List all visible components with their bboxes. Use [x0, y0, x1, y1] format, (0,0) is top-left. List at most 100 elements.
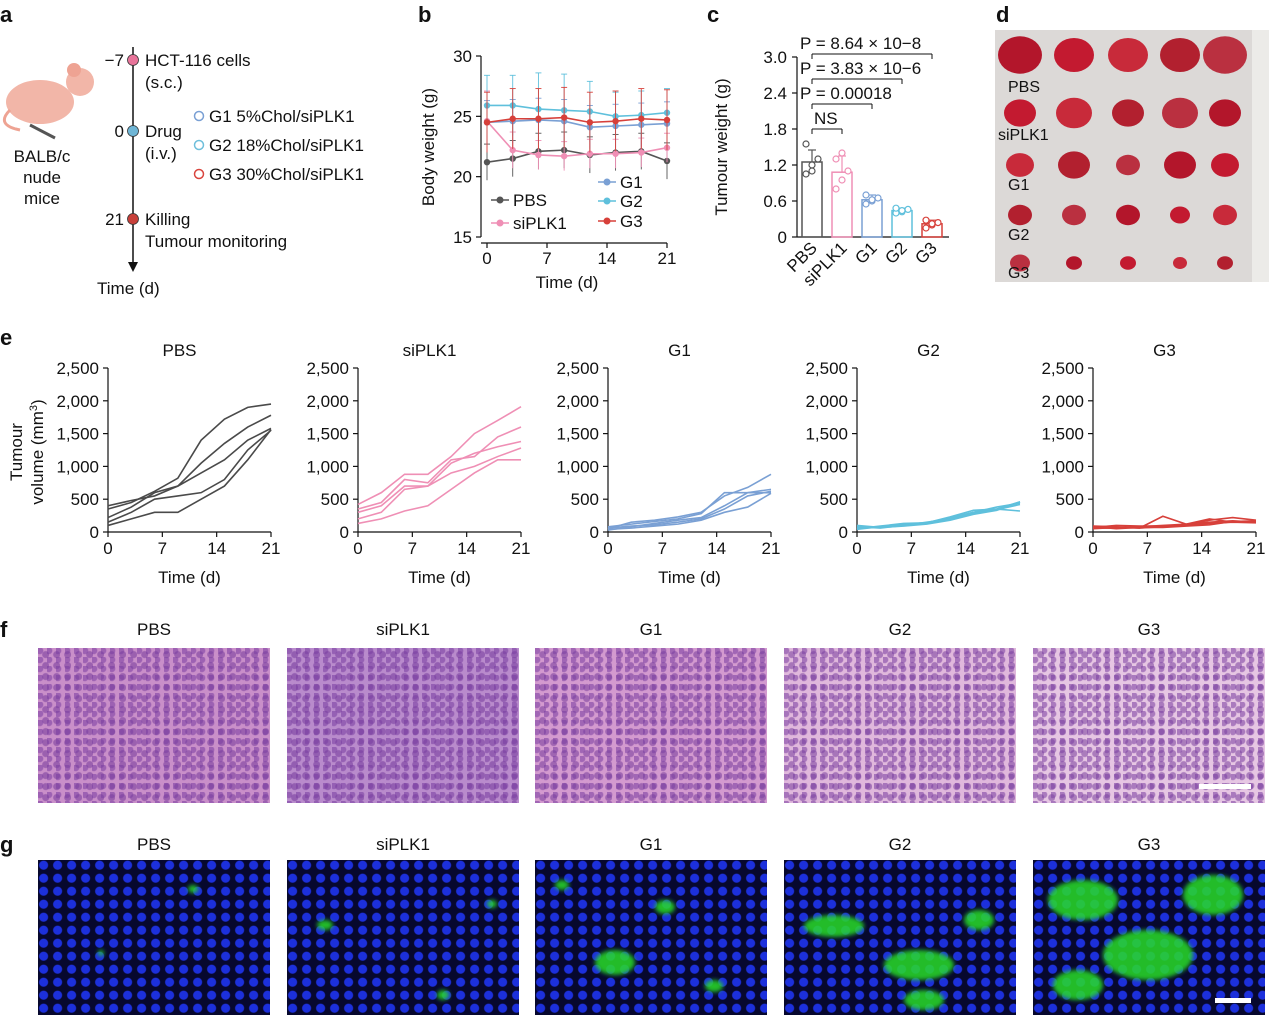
b-point	[561, 153, 567, 159]
e-x-tick-label: 7	[1143, 539, 1152, 558]
tumour-sample	[1170, 207, 1190, 224]
e-x-tick-label: 21	[762, 539, 781, 558]
c-data-point	[899, 208, 905, 214]
d-group-label: G3	[1008, 265, 1029, 282]
b-point	[484, 159, 490, 165]
c-data-point	[809, 168, 815, 174]
tumour-sample	[1056, 98, 1092, 129]
e-y-tick-label: 2,500	[306, 359, 349, 378]
b-point	[561, 114, 567, 120]
panel-letter-g: g	[0, 832, 13, 857]
e-x-tick-label: 14	[707, 539, 726, 558]
if-image-g1	[535, 860, 767, 1015]
tumour-sample	[1066, 256, 1082, 270]
b-point	[612, 118, 618, 124]
timeline-event: Drug	[145, 122, 182, 141]
timeline-day: −7	[105, 51, 124, 70]
green-signal	[1103, 930, 1193, 980]
mouse-icon	[4, 63, 94, 138]
e-x-tick-label: 14	[207, 539, 226, 558]
c-data-point	[905, 206, 911, 212]
he-image-pbs	[38, 648, 270, 803]
tumour-sample	[1112, 99, 1144, 126]
tumour-sample	[1120, 256, 1136, 270]
e-x-axis-label: Time (d)	[907, 568, 970, 587]
c-data-point	[809, 162, 815, 168]
c-data-point	[833, 186, 839, 192]
b-y-tick-label: 25	[453, 107, 472, 126]
c-sig-label: NS	[814, 109, 838, 128]
green-signal	[1183, 875, 1243, 915]
g-title-g2: G2	[784, 835, 1016, 855]
e-panel-title: PBS	[162, 341, 196, 360]
c-data-point	[923, 217, 929, 223]
e-x-axis-label: Time (d)	[1143, 568, 1206, 587]
tumour-sample	[1058, 151, 1090, 178]
e-y-tick-label: 1,500	[56, 425, 99, 444]
mouse-body	[6, 80, 74, 124]
tumour-photo	[995, 30, 1269, 282]
c-data-point	[869, 197, 875, 203]
e-x-tick-label: 14	[457, 539, 476, 558]
c-data-point	[803, 171, 809, 177]
b-x-tick-label: 21	[658, 249, 677, 268]
b-series-G3	[484, 87, 670, 152]
f-title-g2: G2	[784, 620, 1016, 640]
e-panel-title: G2	[917, 341, 940, 360]
green-signal	[964, 910, 994, 930]
e-x-tick-label: 7	[408, 539, 417, 558]
green-signal	[437, 990, 449, 1000]
timeline-event: (s.c.)	[145, 73, 183, 92]
timeline-marker	[128, 214, 139, 225]
e-x-tick-label: 7	[658, 539, 667, 558]
timeline-arrow	[128, 262, 138, 272]
b-legend-label: siPLK1	[513, 214, 567, 233]
b-point	[664, 117, 670, 123]
e-x-tick-label: 0	[103, 539, 112, 558]
e-y-tick-label: 1,500	[805, 425, 848, 444]
animal-label: mice	[24, 189, 60, 208]
panel-letter-c: c	[707, 2, 719, 27]
e-x-axis-label: Time (d)	[158, 568, 221, 587]
tumour-sample	[1203, 36, 1247, 73]
green-signal	[655, 900, 675, 914]
b-point	[484, 119, 490, 125]
b-x-tick-label: 14	[598, 249, 617, 268]
group-label: G2 18%Chol/siPLK1	[209, 136, 364, 155]
e-series-line	[857, 502, 1020, 528]
c-y-tick-label: 0	[778, 228, 787, 247]
e-series-line	[857, 503, 1020, 528]
d-group-label: G1	[1008, 177, 1029, 194]
c-sig-label: P = 8.64 × 10−8	[800, 34, 921, 53]
b-y-axis-label: Body weight (g)	[419, 88, 438, 206]
green-signal	[1048, 880, 1118, 920]
e-y-tick-label: 0	[340, 523, 349, 542]
timeline-event: Tumour monitoring	[145, 232, 287, 251]
animal-label: nude	[23, 168, 61, 187]
e-panel-title: siPLK1	[403, 341, 457, 360]
e-x-tick-label: 0	[603, 539, 612, 558]
b-legend-marker	[604, 218, 611, 225]
if-image-g2	[784, 860, 1016, 1015]
b-point	[510, 116, 516, 122]
c-x-tick-label: G2	[881, 238, 910, 267]
e-y-tick-label: 0	[1075, 523, 1084, 542]
tumour-sample	[1217, 256, 1233, 270]
tumour-sample	[1164, 151, 1196, 178]
e-x-tick-label: 0	[353, 539, 362, 558]
b-legend-marker	[497, 220, 504, 227]
timeline-marker	[128, 126, 139, 137]
group-marker	[195, 141, 204, 150]
animal-label: BALB/c	[14, 147, 71, 166]
c-data-point	[863, 192, 869, 198]
e-y-tick-label: 2,000	[556, 392, 599, 411]
e-y-tick-label: 1,000	[1041, 457, 1084, 476]
g-title-g1: G1	[535, 835, 767, 855]
e-y-tick-label: 500	[1056, 490, 1084, 509]
green-signal	[98, 950, 104, 956]
b-x-tick-label: 7	[542, 249, 551, 268]
c-data-point	[935, 220, 941, 226]
green-signal	[884, 950, 954, 980]
c-x-tick-label: G1	[851, 238, 880, 267]
e-series-line	[358, 407, 521, 505]
